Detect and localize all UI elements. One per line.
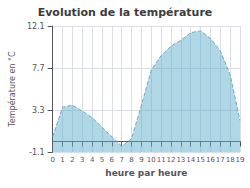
svg-text:10: 10 [147,156,156,164]
svg-text:12.1: 12.1 [27,22,45,31]
svg-text:Evolution de la température: Evolution de la température [38,6,213,19]
svg-text:1: 1 [60,156,64,164]
svg-text:14: 14 [186,156,195,164]
svg-text:9: 9 [139,156,143,164]
svg-text:4: 4 [90,156,95,164]
svg-text:19: 19 [236,156,245,164]
svg-text:12: 12 [167,156,176,164]
svg-text:Température en °C: Température en °C [7,51,17,128]
svg-text:2: 2 [70,156,74,164]
svg-text:5: 5 [100,156,104,164]
svg-text:11: 11 [157,156,166,164]
svg-text:-1.1: -1.1 [29,148,45,157]
svg-text:8: 8 [129,156,133,164]
svg-text:16: 16 [206,156,215,164]
svg-text:18: 18 [226,156,235,164]
svg-text:3.3: 3.3 [32,106,45,115]
svg-text:7: 7 [119,156,123,164]
svg-text:13: 13 [176,156,185,164]
svg-text:6: 6 [110,156,115,164]
svg-text:0: 0 [50,156,54,164]
svg-text:15: 15 [196,156,205,164]
svg-text:3: 3 [80,156,84,164]
svg-text:7.7: 7.7 [32,64,45,73]
svg-text:heure par heure: heure par heure [105,168,187,178]
svg-text:17: 17 [216,156,225,164]
